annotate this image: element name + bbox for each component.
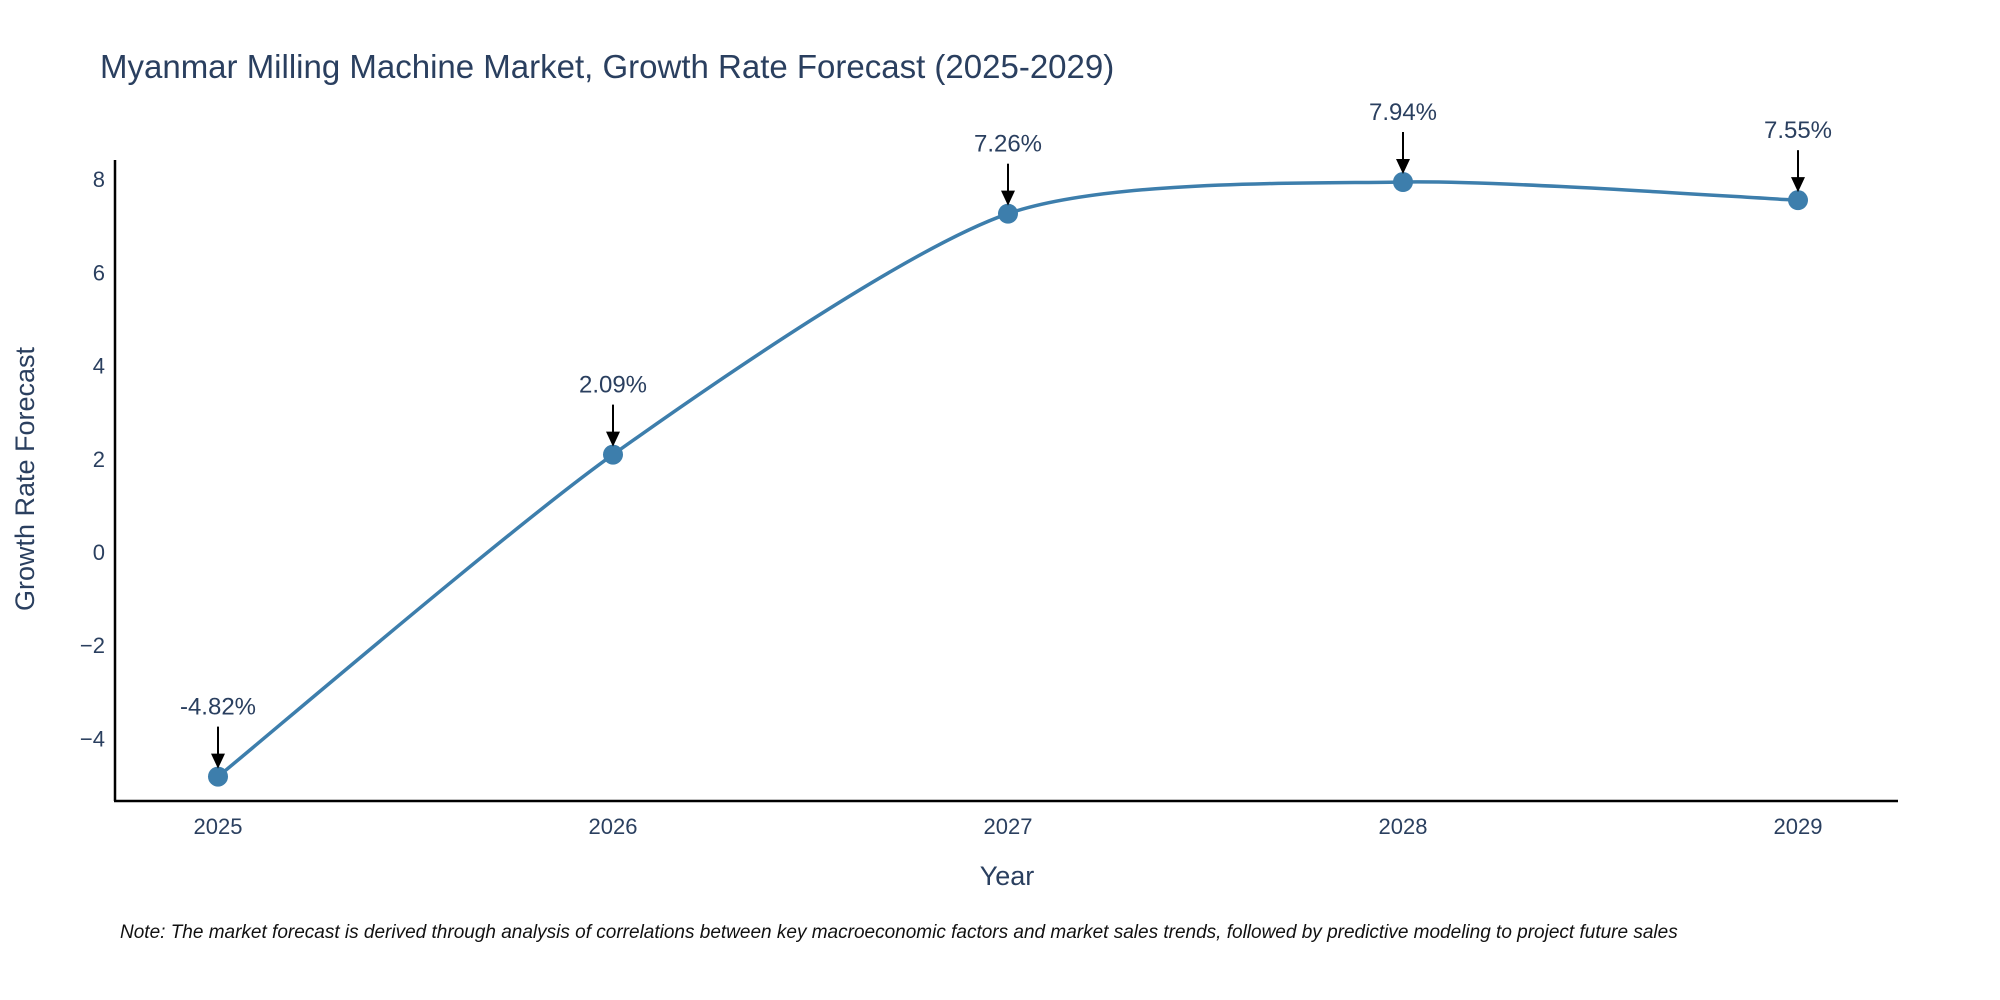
y-tick-label: 8 — [93, 167, 105, 192]
y-tick-label: −4 — [80, 726, 105, 751]
annotation-arrow-head — [1396, 158, 1410, 174]
y-tick-label: −2 — [80, 633, 105, 658]
annotation-arrow-head — [606, 431, 620, 447]
annotation-arrow-head — [1001, 190, 1015, 206]
chart-title: Myanmar Milling Machine Market, Growth R… — [100, 48, 1115, 85]
series — [208, 171, 1808, 787]
x-tick-label: 2028 — [1379, 814, 1428, 839]
x-tick-label: 2027 — [984, 814, 1033, 839]
data-label: 7.55% — [1764, 117, 1832, 144]
axis-ticks: −4 −2 0 2 4 6 8 2025 2026 2027 2028 2029 — [80, 167, 1823, 839]
data-point — [208, 766, 228, 787]
x-axis-title: Year — [980, 861, 1035, 891]
axes — [113, 160, 1898, 803]
data-label: 2.09% — [579, 372, 647, 399]
data-label: -4.82% — [180, 694, 256, 721]
x-tick-label: 2026 — [589, 814, 638, 839]
data-point — [998, 203, 1018, 224]
series-line — [216, 180, 1799, 778]
annotation-arrow-head — [211, 753, 225, 769]
annotation-arrow-head — [1791, 177, 1805, 193]
x-tick-label: 2029 — [1774, 814, 1823, 839]
y-tick-label: 2 — [93, 447, 105, 472]
data-label: 7.94% — [1369, 99, 1437, 126]
data-point — [1393, 171, 1413, 192]
forecast-note: Note: The market forecast is derived thr… — [120, 922, 1678, 943]
y-tick-label: 6 — [93, 260, 105, 285]
y-tick-label: 0 — [93, 540, 105, 565]
data-point — [1788, 190, 1808, 211]
x-tick-label: 2025 — [194, 814, 243, 839]
annotations: -4.82% 2.09% 7.26% 7.94% 7.55% — [180, 99, 1832, 769]
data-point — [603, 444, 623, 465]
y-tick-label: 4 — [93, 354, 105, 379]
data-label: 7.26% — [974, 131, 1042, 158]
y-axis-title: Growth Rate Forecast — [10, 346, 40, 611]
